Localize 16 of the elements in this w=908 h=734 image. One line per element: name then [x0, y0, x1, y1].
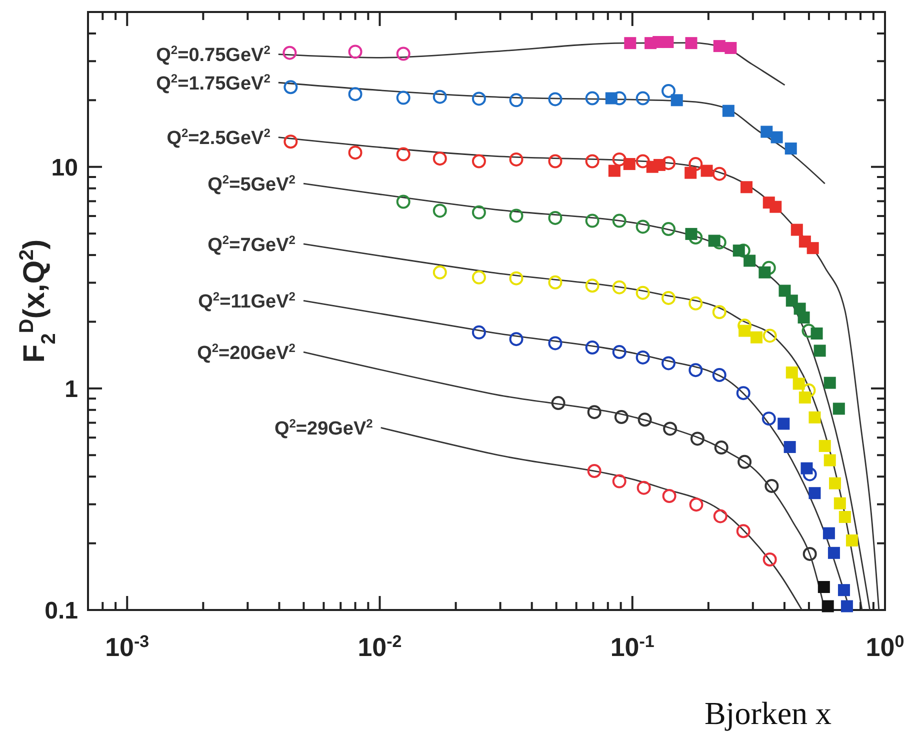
series-label: Q$^{2}$=29GeV$^{2}$	[274, 416, 374, 440]
x-tick-label: 10$^{0}$	[866, 632, 904, 662]
x-axis-title: Bjorken x	[704, 695, 832, 731]
x-tick-label: 10$^{-2}$	[358, 632, 402, 662]
series-label: Q$^{2}$=0.75GeV$^{2}$	[156, 43, 271, 66]
series-label: Q$^{2}$=1.75GeV$^{2}$	[156, 71, 271, 94]
x-tick-label: 10$^{-3}$	[105, 632, 150, 662]
y-tick-label: 1	[64, 376, 78, 404]
series-label: Q$^{2}$=2.5GeV$^{2}$	[166, 126, 271, 150]
y-tick-label: 0.1	[44, 598, 78, 625]
series-label: Q$^{2}$=20GeV$^{2}$	[197, 340, 296, 364]
y-tick-label: 10	[51, 154, 78, 182]
series-label: Q$^{2}$=5GeV$^{2}$	[208, 172, 296, 196]
series-label: Q$^{2}$=11GeV$^{2}$	[198, 289, 296, 312]
x-tick-label: 10$^{-1}$	[610, 632, 654, 662]
series-label: Q$^{2}$=7GeV$^{2}$	[208, 232, 296, 256]
